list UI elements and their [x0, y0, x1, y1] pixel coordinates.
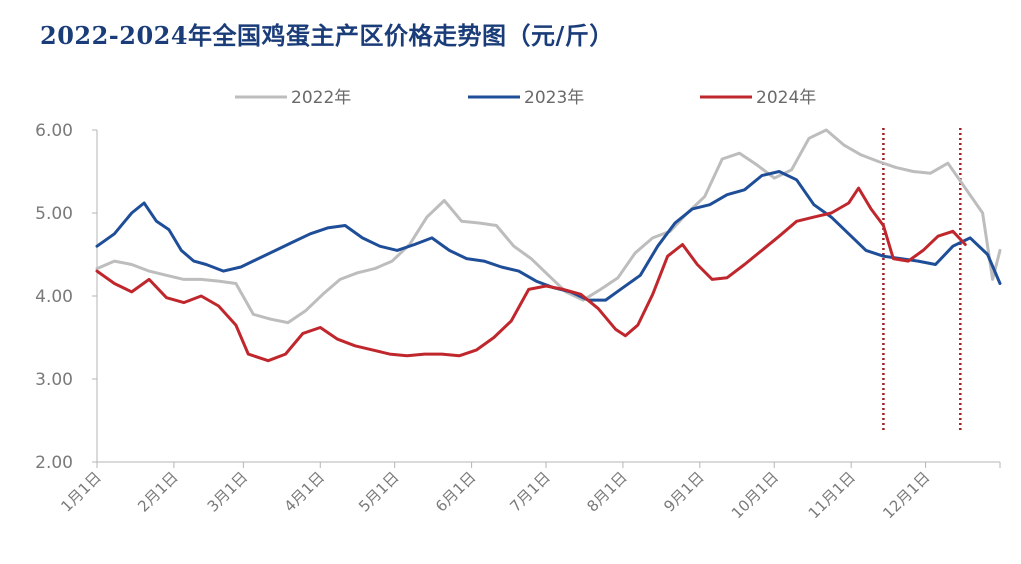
x-tick-label: 7月1日 [506, 468, 553, 515]
x-tick-label: 2月1日 [134, 468, 181, 515]
x-tick-label: 3月1日 [204, 468, 251, 515]
chart-title: 2022-2024年全国鸡蛋主产区价格走势图（元/斤） [40, 21, 614, 50]
series-lines [95, 128, 1002, 363]
x-tick-label: 12月1日 [879, 468, 933, 522]
axes [96, 130, 1000, 463]
legend-label: 2024年 [756, 88, 816, 108]
legend: 2022年 2023年 2024年 [235, 88, 816, 108]
x-tick-label: 10月1日 [728, 468, 782, 522]
series-line-2023 [95, 170, 1002, 302]
y-tick-label: 5.00 [35, 204, 73, 224]
y-tick-label: 3.00 [35, 370, 73, 390]
x-tick-label: 9月1日 [660, 468, 707, 515]
y-tick-label: 2.00 [35, 453, 73, 473]
x-tick-label: 11月1日 [805, 468, 859, 522]
x-axis-ticks: 1月1日 2月1日 3月1日 4月1日 5月1日 6月1日 7月1日 8月1日 9月1日 10月1… [57, 462, 1001, 522]
series-line-2022 [95, 128, 1002, 325]
x-tick-label: 8月1日 [583, 468, 630, 515]
y-tick-label: 4.00 [35, 287, 73, 307]
y-axis-ticks: 2.00 3.00 4.00 5.00 6.00 [35, 121, 97, 473]
series-line-2024 [95, 186, 967, 363]
legend-label: 2023年 [524, 88, 584, 108]
x-tick-label: 1月1日 [57, 468, 104, 515]
x-tick-label: 4月1日 [281, 468, 328, 515]
reference-lines [882, 128, 962, 430]
x-tick-label: 5月1日 [355, 468, 402, 515]
x-tick-label: 6月1日 [432, 468, 479, 515]
legend-label: 2022年 [291, 88, 351, 108]
y-tick-label: 6.00 [35, 121, 73, 141]
